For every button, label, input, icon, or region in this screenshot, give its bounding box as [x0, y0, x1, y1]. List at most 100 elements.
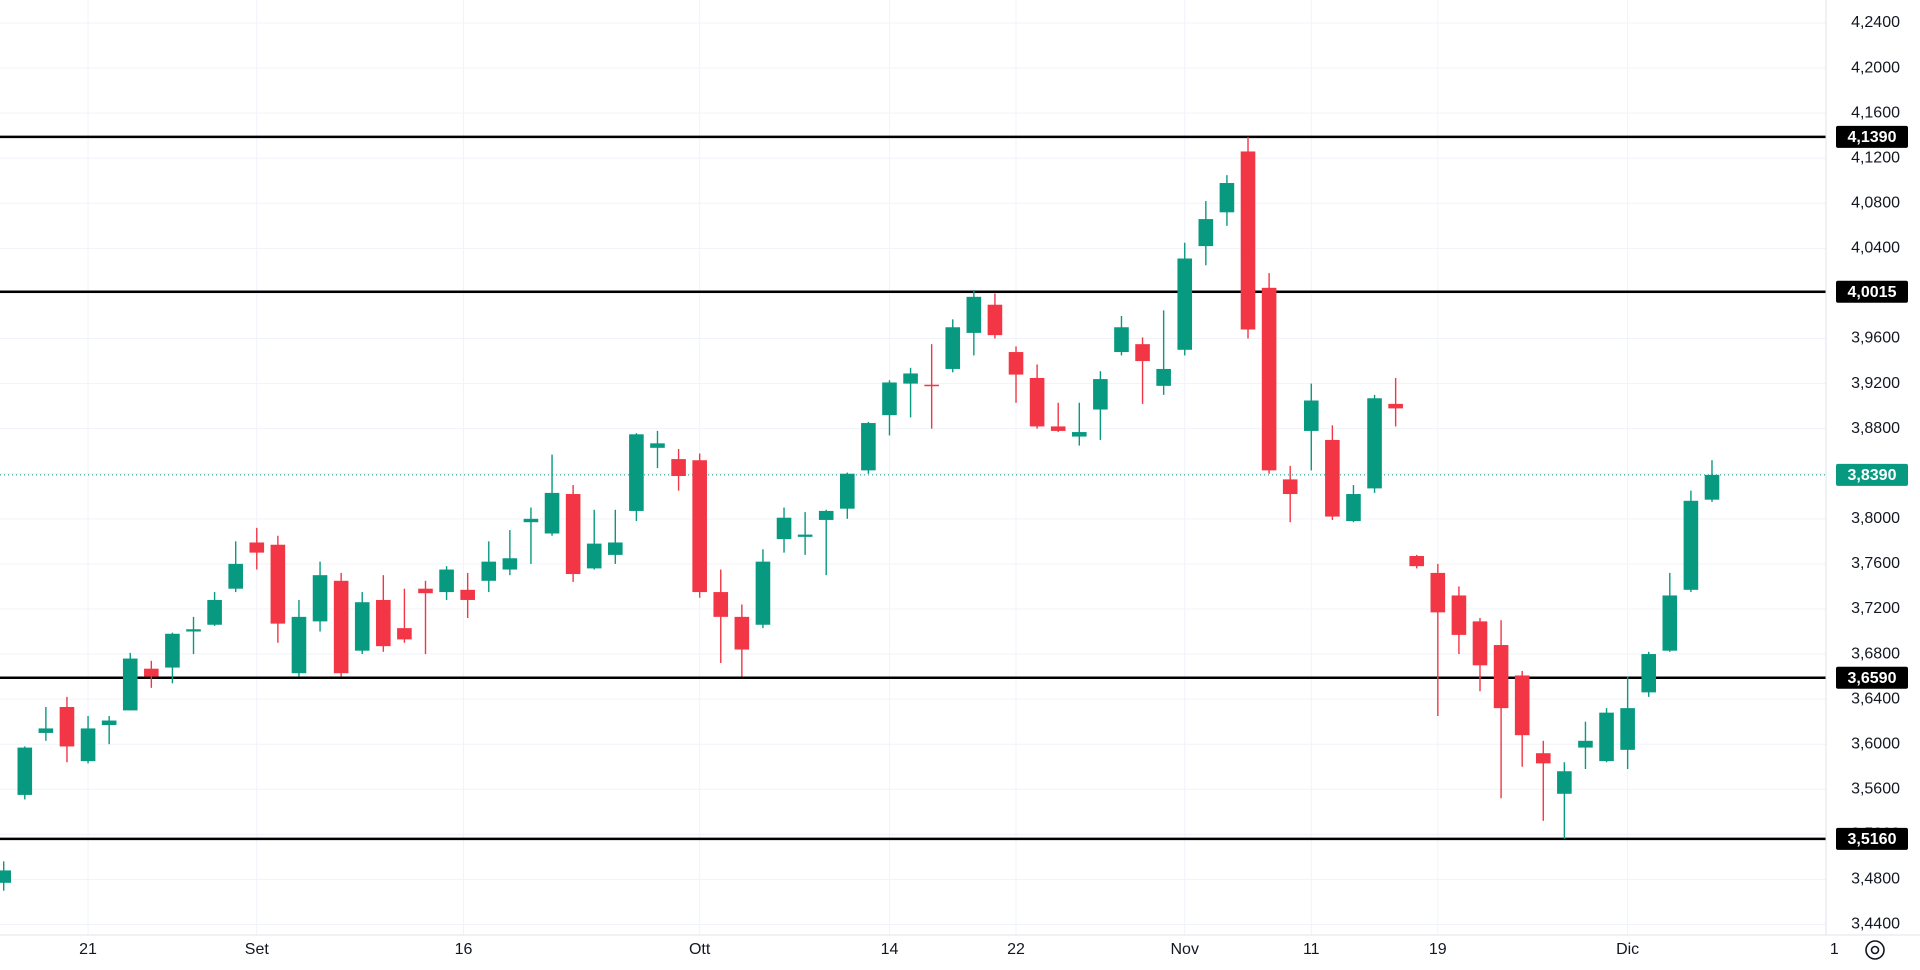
y-tick-label: 3,4800 [1851, 871, 1900, 888]
y-tick-label: 3,6000 [1851, 735, 1900, 752]
candle-body [692, 460, 707, 593]
x-tick-label: 19 [1429, 941, 1447, 958]
y-tick-label: 3,8800 [1851, 420, 1900, 437]
y-tick-label: 3,4400 [1851, 916, 1900, 933]
price-label-bg [1836, 280, 1908, 303]
candle-body [481, 561, 497, 581]
settings-ring[interactable] [1865, 940, 1885, 960]
y-tick-label: 4,1200 [1851, 149, 1900, 166]
candle-body [1683, 500, 1699, 590]
candle-body [818, 510, 834, 520]
candle-body [713, 592, 729, 617]
x-tick-label: Set [245, 941, 270, 958]
candle-body [1114, 327, 1129, 353]
candle-body [1451, 595, 1467, 635]
candle-body [1599, 712, 1614, 762]
x-tick-label: Nov [1171, 941, 1199, 958]
candle-body [38, 728, 54, 733]
candle-body [1029, 377, 1045, 427]
candle-body [776, 517, 792, 540]
settings-button[interactable] [1865, 940, 1885, 960]
candle-body [333, 580, 349, 674]
candle-body [755, 561, 771, 625]
x-tick-label: 11 [1303, 941, 1320, 958]
price-label: 3,5160 [1848, 831, 1897, 848]
y-tick-label: 3,7200 [1851, 600, 1900, 617]
candle-body [270, 544, 286, 624]
settings-hub[interactable] [1870, 945, 1880, 955]
candle-body [1388, 403, 1403, 409]
y-tick-label: 3,6800 [1851, 645, 1900, 662]
candle-body [354, 602, 370, 651]
candle-body [629, 434, 644, 511]
candle-body [1093, 379, 1108, 410]
candle-body [882, 382, 897, 416]
candle-body [1662, 595, 1678, 651]
candle-body [987, 304, 1003, 336]
y-tick-label: 4,2000 [1851, 59, 1900, 76]
candle-body [122, 658, 138, 711]
candle-body [418, 588, 433, 594]
candle-body [1240, 151, 1256, 330]
candle-body [144, 668, 159, 677]
candle-body [1177, 258, 1193, 350]
candle-body [650, 443, 665, 448]
candle-body [59, 707, 75, 747]
y-tick-label: 3,6400 [1851, 690, 1900, 707]
candle-body [1071, 432, 1087, 437]
x-tick-label: Dic [1616, 941, 1639, 958]
price-label: 4,1390 [1848, 129, 1897, 146]
candle-body [544, 492, 560, 534]
candle-body [797, 534, 813, 537]
candle-body [460, 589, 475, 600]
x-tick-label: 14 [881, 941, 899, 958]
x-tick-label: 16 [455, 941, 473, 958]
candle-body [586, 543, 602, 569]
candle-body [1367, 398, 1382, 489]
price-label-bg [1836, 463, 1908, 486]
y-tick-label: 4,0400 [1851, 240, 1900, 257]
candle-body [291, 616, 307, 674]
candle-body [1472, 621, 1488, 666]
candle-body [924, 384, 939, 387]
candle-body [1493, 645, 1509, 709]
y-tick-label: 3,7600 [1851, 555, 1900, 572]
candle-body [312, 575, 328, 622]
candle-body [565, 494, 581, 575]
candle-body [1620, 708, 1635, 750]
y-tick-label: 3,8000 [1851, 510, 1900, 527]
candle-body [945, 327, 961, 369]
candle-body [608, 542, 623, 555]
candle-body [1704, 474, 1720, 500]
candle-body [249, 542, 265, 553]
candle-body [101, 720, 117, 726]
candle-body [1578, 740, 1593, 748]
candle-body [1282, 479, 1298, 495]
candle-body [1219, 183, 1235, 213]
x-tick-label: 1 [1830, 941, 1839, 958]
x-tick-label: Ott [689, 941, 711, 958]
candle-body [1346, 494, 1361, 522]
candle-body [1303, 400, 1319, 431]
y-tick-label: 3,5600 [1851, 780, 1900, 797]
candle-body [523, 518, 539, 523]
candle-body [1641, 654, 1657, 693]
candles [0, 136, 1720, 891]
axes: 3,44003,48003,52003,56003,60003,64003,68… [79, 14, 1908, 958]
candle-body [397, 628, 412, 640]
candle-body [207, 599, 222, 625]
price-label: 4,0015 [1848, 284, 1897, 301]
candle-body [1156, 368, 1171, 386]
candle-body [840, 473, 855, 509]
candle-body [734, 616, 750, 650]
x-tick-label: 21 [79, 941, 97, 958]
candle-body [1050, 426, 1066, 431]
candle-body [439, 569, 454, 593]
candle-body [671, 459, 686, 477]
candle-body [1514, 675, 1530, 736]
candle-body [966, 296, 982, 333]
candle-body [165, 633, 180, 668]
candle-body [376, 599, 391, 647]
candle-body [17, 747, 33, 795]
